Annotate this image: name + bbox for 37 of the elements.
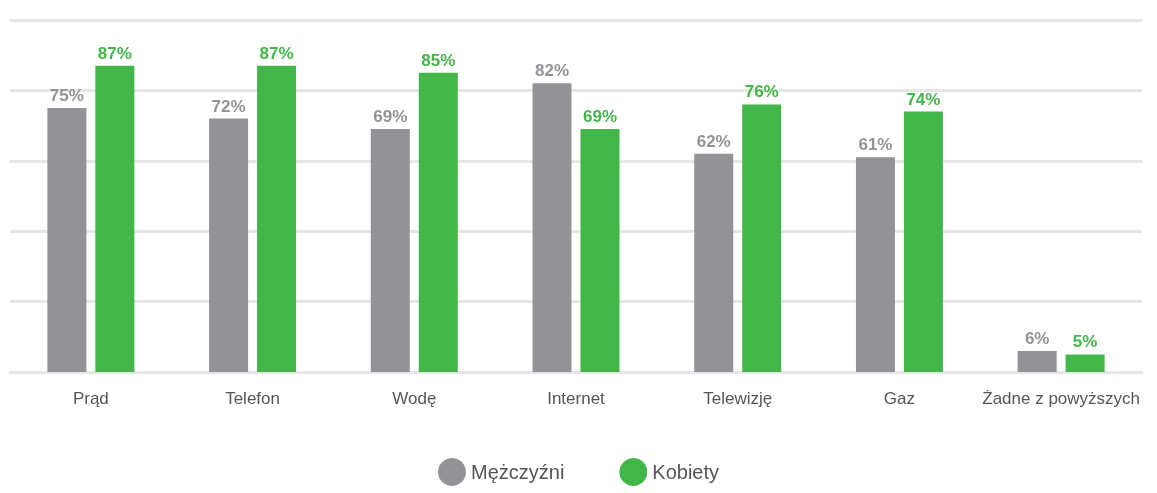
- bar: [418, 72, 458, 372]
- bar: [257, 65, 297, 372]
- bar: [370, 129, 410, 372]
- x-tick-label: Internet: [547, 389, 606, 408]
- bar: [580, 129, 620, 372]
- bar: [209, 118, 249, 372]
- x-tick-label: Telewizję: [703, 389, 773, 408]
- data-label: 5%: [1072, 332, 1098, 352]
- bar: [694, 153, 734, 372]
- data-label: 82%: [535, 61, 570, 81]
- data-label: 75%: [49, 86, 84, 105]
- legend-label: Mężczyźni: [470, 461, 565, 483]
- data-label: 69%: [582, 107, 617, 127]
- x-tick-label: Prąd: [72, 389, 109, 408]
- bar: [903, 111, 943, 372]
- bar: [1017, 350, 1057, 372]
- data-label: 74%: [906, 89, 941, 109]
- bar: [742, 104, 782, 372]
- legend-label: Kobiety: [652, 461, 720, 483]
- data-label: 69%: [373, 107, 408, 127]
- data-label: 61%: [858, 135, 893, 155]
- data-label: 85%: [421, 50, 456, 70]
- data-label: 87%: [97, 43, 132, 63]
- bar: [95, 65, 135, 372]
- data-label: 72%: [211, 96, 246, 116]
- data-label: 6%: [1024, 328, 1050, 348]
- data-label: 62%: [696, 131, 731, 151]
- bar: [47, 108, 87, 372]
- bar: [532, 83, 572, 372]
- x-tick-label: Żadne z powyższych: [982, 389, 1141, 408]
- x-tick-label: Telefon: [225, 389, 280, 408]
- x-tick-label: Wodę: [392, 389, 437, 408]
- data-label: 76%: [744, 82, 779, 102]
- data-label: 87%: [259, 43, 294, 63]
- bar: [855, 157, 895, 372]
- bar: [1065, 354, 1105, 372]
- x-tick-label: Gaz: [883, 389, 916, 408]
